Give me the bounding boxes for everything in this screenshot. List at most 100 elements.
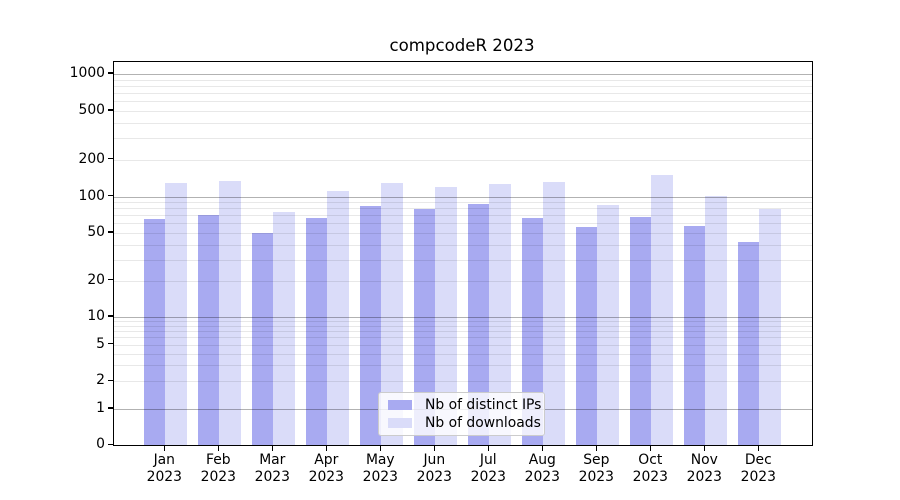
x-tick-label-oct: Oct 2023 — [632, 452, 668, 485]
x-tick-label-feb: Feb 2023 — [200, 452, 236, 485]
y-tick-label-20: 20 — [87, 271, 105, 288]
y-tick-500 — [107, 109, 113, 111]
legend-swatch-distinct-ips — [388, 400, 412, 410]
bar-aug-downloads — [543, 181, 565, 445]
gridline-700 — [114, 93, 812, 94]
legend-entry-downloads: Nb of downloads — [388, 416, 541, 430]
bar-jan-distinct-ips — [143, 218, 166, 445]
bar-apr-distinct-ips — [305, 218, 328, 445]
bar-nov-downloads — [705, 196, 727, 445]
x-tick-jul — [487, 445, 489, 451]
gridline-9 — [114, 321, 812, 323]
gridline-30 — [114, 259, 812, 261]
gridline-2 — [114, 381, 812, 383]
gridline-100 — [114, 196, 812, 198]
legend-entry-distinct-ips: Nb of distinct IPs — [388, 398, 541, 412]
x-tick-dec — [757, 445, 759, 451]
y-tick-1 — [107, 407, 113, 409]
gridline-4 — [114, 353, 812, 355]
y-tick-50 — [107, 231, 113, 233]
gridline-40 — [114, 244, 812, 246]
x-tick-label-aug: Aug 2023 — [524, 452, 560, 485]
x-tick-nov — [703, 445, 705, 451]
gridline-300 — [114, 138, 812, 140]
x-tick-label-sep: Sep 2023 — [578, 452, 614, 485]
gridline-90 — [114, 202, 812, 204]
x-tick-label-apr: Apr 2023 — [308, 452, 344, 485]
bar-jan-downloads — [165, 183, 187, 445]
gridline-500 — [114, 110, 812, 112]
x-tick-label-jun: Jun 2023 — [416, 452, 452, 485]
bar-sep-distinct-ips — [575, 226, 598, 445]
gridline-50 — [114, 232, 812, 234]
y-tick-20 — [107, 279, 113, 281]
bar-may-distinct-ips — [359, 206, 382, 445]
bar-jun-distinct-ips — [413, 209, 436, 445]
gridline-1000 — [114, 74, 812, 75]
y-tick-label-0: 0 — [96, 436, 105, 453]
x-tick-label-may: May 2023 — [362, 452, 398, 485]
y-tick-100 — [107, 195, 113, 197]
bar-jun-downloads — [435, 187, 457, 445]
legend: Nb of distinct IPs Nb of downloads — [378, 392, 545, 436]
y-tick-2 — [107, 379, 113, 381]
y-tick-label-2: 2 — [96, 372, 105, 389]
x-tick-label-jan: Jan 2023 — [146, 452, 182, 485]
bar-mar-downloads — [273, 212, 295, 445]
y-tick-label-50: 50 — [87, 223, 105, 240]
y-tick-5 — [107, 342, 113, 345]
bar-feb-downloads — [219, 181, 241, 445]
x-tick-label-jul: Jul 2023 — [470, 452, 506, 485]
x-tick-mar — [271, 445, 273, 451]
bar-sep-downloads — [597, 204, 619, 445]
bar-dec-distinct-ips — [737, 241, 760, 445]
legend-swatch-downloads — [388, 418, 412, 428]
plot-area — [113, 61, 813, 446]
chart-title: compcodeR 2023 — [389, 36, 535, 55]
x-tick-feb — [217, 445, 219, 451]
gridline-400 — [114, 122, 812, 124]
gridline-80 — [114, 208, 812, 210]
y-tick-10 — [107, 315, 113, 317]
y-tick-label-200: 200 — [78, 150, 105, 167]
legend-label-distinct-ips: Nb of distinct IPs — [425, 397, 542, 413]
y-tick-200 — [107, 158, 113, 160]
x-tick-apr — [325, 445, 327, 451]
bar-may-downloads — [381, 183, 403, 445]
bar-oct-distinct-ips — [629, 216, 652, 445]
x-tick-sep — [595, 445, 597, 451]
x-tick-oct — [649, 445, 651, 451]
gridline-900 — [114, 79, 812, 81]
x-tick-aug — [541, 445, 543, 451]
gridline-3 — [114, 365, 812, 367]
bar-jul-distinct-ips — [467, 204, 490, 445]
x-tick-label-dec: Dec 2023 — [740, 452, 776, 485]
gridline-60 — [114, 223, 812, 225]
legend-label-downloads: Nb of downloads — [425, 415, 541, 431]
gridline-800 — [114, 85, 812, 87]
gridline-20 — [114, 280, 812, 282]
gridline-600 — [114, 101, 812, 103]
gridline-10 — [114, 317, 812, 318]
y-tick-label-5: 5 — [96, 335, 105, 352]
y-tick-label-100: 100 — [78, 187, 105, 204]
bar-feb-distinct-ips — [197, 215, 220, 445]
gridline-200 — [114, 159, 812, 161]
bar-dec-downloads — [759, 209, 781, 445]
gridline-8 — [114, 325, 812, 327]
y-tick-1000 — [107, 72, 113, 74]
gridline-5 — [114, 344, 812, 346]
gridline-70 — [114, 215, 812, 217]
bar-apr-downloads — [327, 191, 349, 445]
y-tick-0 — [107, 443, 113, 445]
bar-jul-downloads — [489, 183, 511, 445]
bar-nov-distinct-ips — [683, 225, 706, 445]
bar-mar-distinct-ips — [251, 232, 274, 445]
x-tick-label-nov: Nov 2023 — [686, 452, 722, 485]
bar-aug-distinct-ips — [521, 218, 544, 445]
x-tick-jan — [163, 445, 165, 451]
bar-oct-downloads — [651, 174, 673, 445]
y-tick-label-10: 10 — [87, 308, 105, 324]
x-tick-jun — [433, 445, 435, 451]
